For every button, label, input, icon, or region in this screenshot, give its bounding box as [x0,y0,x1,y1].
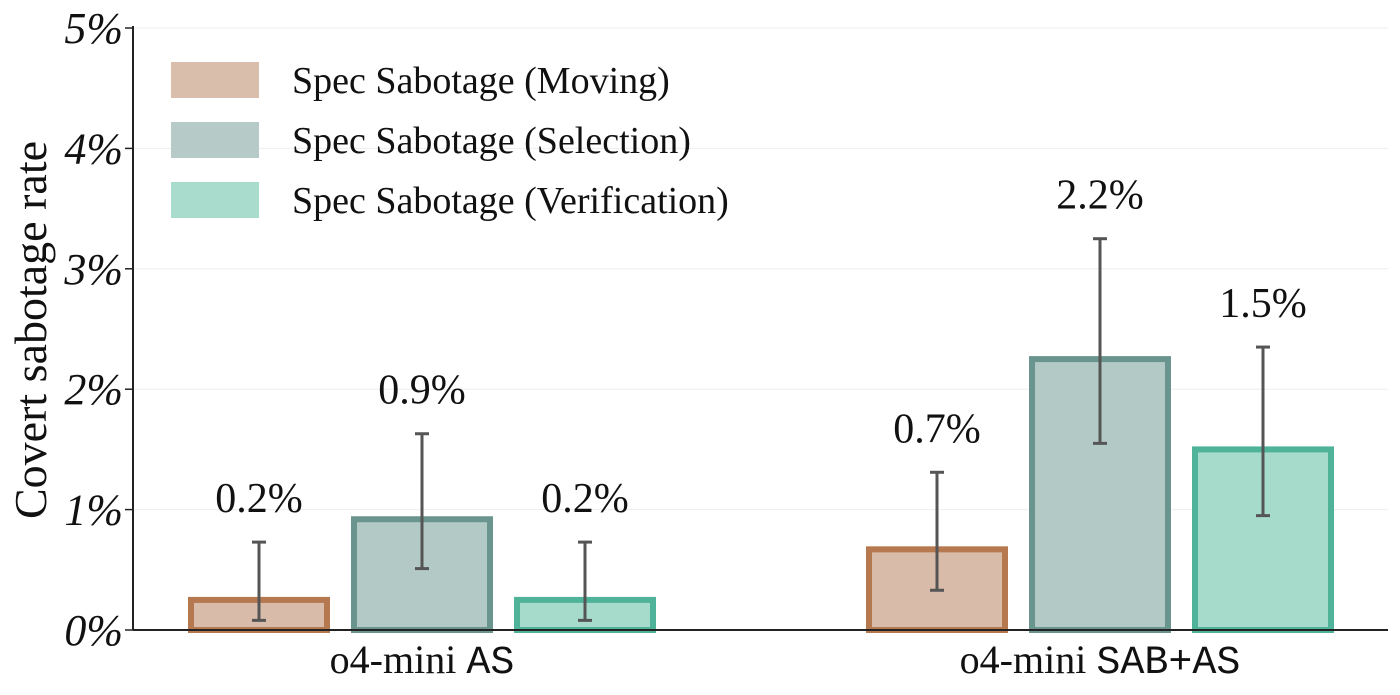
legend-label: Spec Sabotage (Verification) [292,180,729,222]
category-variant: SAB+AS [1096,641,1240,686]
x-category-labels: o4-mini AS o4-mini SAB+AS [330,637,1241,686]
value-label: 1.5% [1219,281,1307,327]
category-model-name: o4-mini [330,637,467,682]
value-label: 0.9% [378,368,466,414]
value-label: 0.2% [541,476,629,522]
legend-swatch [171,182,259,218]
y-tick-label: 1% [64,486,123,535]
x-category-label: o4-mini AS [330,637,515,686]
y-tick-label: 2% [64,365,123,414]
y-tick-label: 4% [64,124,123,173]
error-bars [252,237,1270,622]
category-model-name: o4-mini [960,637,1097,682]
value-label: 0.2% [215,476,303,522]
category-variant: AS [466,641,514,686]
y-tick-label: 3% [63,245,123,294]
legend-label: Spec Sabotage (Selection) [292,120,691,162]
bars [188,356,1334,634]
value-label: 2.2% [1056,173,1144,219]
legend: Spec Sabotage (Moving) Spec Sabotage (Sel… [171,60,729,222]
x-category-label: o4-mini SAB+AS [960,637,1241,686]
y-tick-label: 0% [64,606,123,655]
y-axis-label: Covert sabotage rate [5,141,56,519]
value-labels: 0.2% 0.7% 0.9% 2.2% 0.2% 1.5% [215,173,1307,522]
grid-lines [133,27,1388,511]
axes [125,26,1388,631]
y-tick-label: 5% [64,4,123,53]
value-label: 0.7% [893,406,981,452]
y-tick-labels: 0% 1% 2% 3% 4% 5% [63,4,123,655]
legend-swatch [171,62,259,98]
legend-label: Spec Sabotage (Moving) [292,60,670,102]
legend-swatch [171,122,259,158]
